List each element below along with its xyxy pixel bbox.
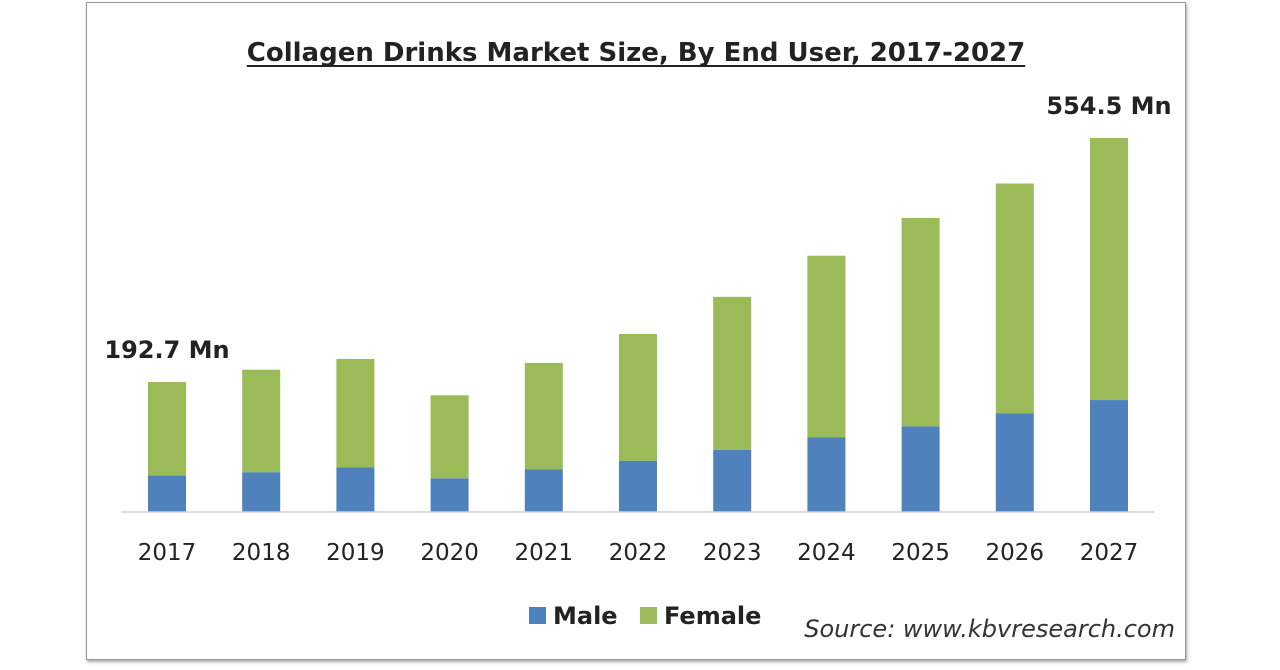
legend-swatch-female (640, 607, 657, 624)
x-tick-label: 2021 (515, 540, 574, 566)
bar-female-2027 (1090, 138, 1128, 401)
x-tick-label: 2027 (1080, 540, 1139, 566)
bar-female-2019 (336, 358, 375, 468)
legend-label-male: Male (553, 602, 618, 630)
source-note: Source: www.kbvresearch.com (804, 615, 1175, 643)
bar-male-2026 (995, 413, 1034, 512)
chart-title: Collagen Drinks Market Size, By End User… (247, 38, 1025, 68)
x-tick-labels: 2017 2018 2019 2020 2021 2022 2023 2024 2025 2026… (138, 540, 1139, 566)
bar-female-2024 (807, 255, 846, 438)
bar-female-2018 (242, 369, 281, 473)
bar-female-2017 (148, 382, 186, 476)
bar-male-2020 (430, 478, 469, 512)
bar-female-2023 (713, 296, 752, 450)
bar-male-2025 (901, 426, 940, 512)
x-tick-label: 2020 (420, 540, 479, 566)
bar-male-2024 (807, 437, 846, 512)
bar-female-2022 (619, 333, 657, 461)
bar-female-2026 (995, 183, 1034, 414)
bar-female-2020 (430, 395, 469, 479)
legend-swatch-male (529, 607, 546, 624)
x-tick-label: 2019 (326, 540, 385, 566)
bar-male-2017 (148, 475, 186, 512)
x-tick-label: 2017 (138, 540, 197, 566)
bar-male-2023 (713, 449, 752, 512)
bar-male-2027 (1090, 400, 1128, 512)
x-tick-label: 2022 (609, 540, 668, 566)
bar-male-2022 (619, 460, 657, 512)
data-labels: 192.7 Mn 554.5 Mn (104, 92, 1171, 364)
bar-female-2021 (524, 362, 563, 470)
legend-label-female: Female (664, 602, 761, 630)
data-label-2027: 554.5 Mn (1046, 92, 1171, 120)
bar-group (148, 138, 1128, 512)
x-tick-label: 2018 (232, 540, 291, 566)
chart-frame: Collagen Drinks Market Size, By End User… (86, 2, 1186, 660)
bar-female-2025 (901, 217, 940, 427)
bar-male-2018 (242, 472, 281, 512)
x-tick-label: 2023 (703, 540, 762, 566)
bar-male-2019 (336, 467, 375, 512)
chart: Collagen Drinks Market Size, By End User… (104, 38, 1175, 643)
bar-male-2021 (524, 469, 563, 512)
x-tick-label: 2026 (986, 540, 1045, 566)
data-label-2017: 192.7 Mn (104, 336, 229, 364)
legend: Male Female (529, 602, 761, 630)
x-tick-label: 2025 (891, 540, 950, 566)
x-tick-label: 2024 (797, 540, 856, 566)
